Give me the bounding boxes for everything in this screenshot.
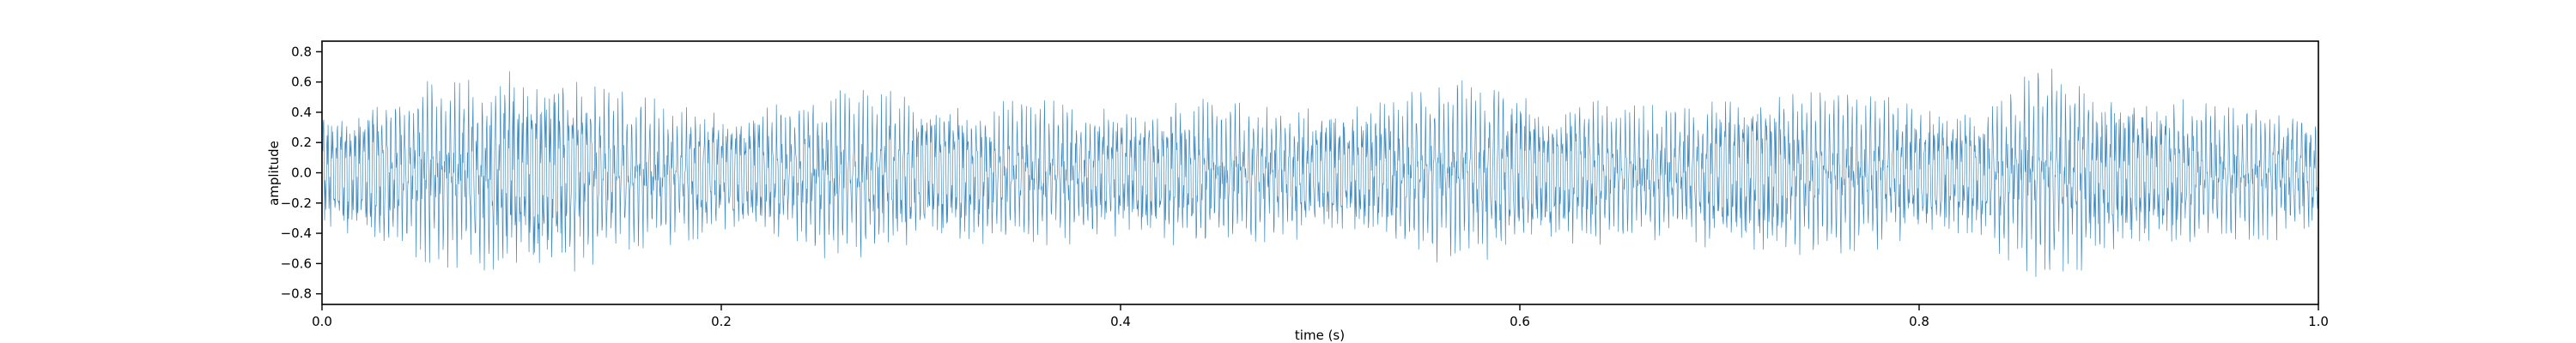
y-tick-label: −0.2	[281, 196, 312, 211]
y-tick-label: −0.4	[281, 226, 312, 241]
waveform-series	[321, 69, 2319, 277]
x-tick-label: 0.0	[312, 314, 332, 329]
waveform-line	[321, 69, 2319, 277]
y-tick-label: 0.2	[291, 135, 312, 150]
x-axis-label: time (s)	[1295, 328, 1345, 343]
y-tick-label: 0.6	[291, 75, 312, 90]
y-axis: 0.8 0.6 0.4 0.2 0.0 −0.2 −0.4 −0.6 −0.8	[281, 44, 322, 302]
y-axis-label: amplitude	[266, 141, 282, 206]
x-tick-label: 0.2	[711, 314, 732, 329]
y-tick-label: 0.4	[291, 105, 312, 120]
x-axis: 0.0 0.2 0.4 0.6 0.8 1.0	[312, 304, 2329, 329]
x-tick-label: 1.0	[2308, 314, 2329, 329]
y-tick-label: −0.8	[281, 286, 312, 302]
x-tick-label: 0.4	[1110, 314, 1131, 329]
x-tick-label: 0.6	[1510, 314, 1530, 329]
y-tick-label: −0.6	[281, 256, 312, 271]
y-tick-label: 0.8	[291, 44, 312, 59]
y-tick-label: 0.0	[291, 165, 312, 181]
x-tick-label: 0.8	[1909, 314, 1929, 329]
